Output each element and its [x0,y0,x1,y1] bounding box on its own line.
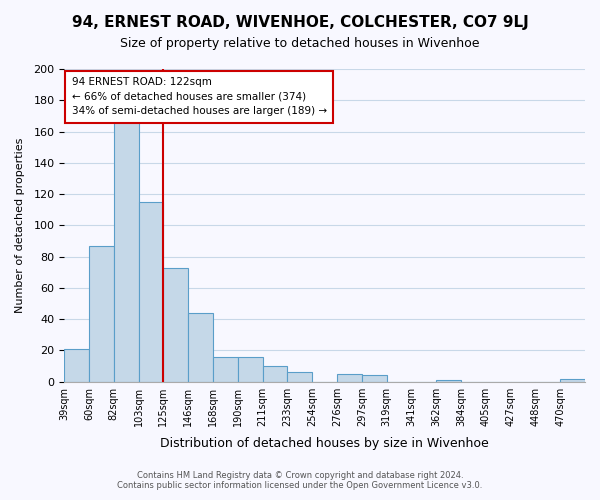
Bar [560,378,585,382]
Bar [64,349,89,382]
Text: 94, ERNEST ROAD, WIVENHOE, COLCHESTER, CO7 9LJ: 94, ERNEST ROAD, WIVENHOE, COLCHESTER, C… [71,15,529,30]
Bar [213,356,238,382]
Bar [436,380,461,382]
X-axis label: Distribution of detached houses by size in Wivenhoe: Distribution of detached houses by size … [160,437,489,450]
Bar [337,374,362,382]
Bar [287,372,312,382]
Bar [139,202,163,382]
Y-axis label: Number of detached properties: Number of detached properties [15,138,25,313]
Bar [114,119,139,382]
Text: Contains HM Land Registry data © Crown copyright and database right 2024.
Contai: Contains HM Land Registry data © Crown c… [118,470,482,490]
Bar [263,366,287,382]
Bar [362,376,386,382]
Text: 94 ERNEST ROAD: 122sqm
← 66% of detached houses are smaller (374)
34% of semi-de: 94 ERNEST ROAD: 122sqm ← 66% of detached… [71,77,327,116]
Bar [89,246,114,382]
Text: Size of property relative to detached houses in Wivenhoe: Size of property relative to detached ho… [120,38,480,51]
Bar [238,356,263,382]
Bar [188,313,213,382]
Bar [163,268,188,382]
